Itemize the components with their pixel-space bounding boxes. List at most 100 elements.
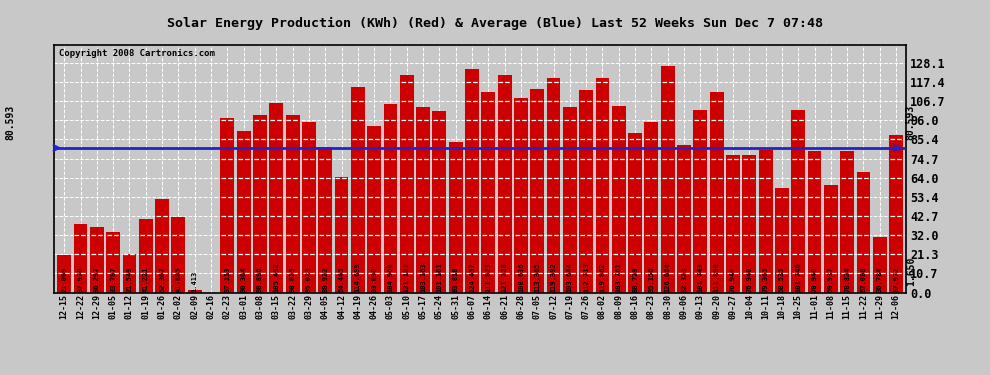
Text: 80.922: 80.922 <box>322 267 329 292</box>
Text: 67.080: 67.080 <box>860 267 866 292</box>
Bar <box>188 290 202 292</box>
Bar <box>416 108 430 292</box>
Text: 104.968: 104.968 <box>387 262 393 292</box>
Text: 113.365: 113.365 <box>535 262 541 292</box>
Text: 119.392: 119.392 <box>550 262 556 292</box>
Text: 83.818: 83.818 <box>452 267 458 292</box>
Text: 88.729: 88.729 <box>632 267 639 292</box>
Bar <box>644 122 658 292</box>
Bar <box>856 172 870 292</box>
Bar <box>579 90 593 292</box>
Text: Copyright 2008 Cartronics.com: Copyright 2008 Cartronics.com <box>58 49 215 58</box>
Text: 124.457: 124.457 <box>469 262 475 292</box>
Text: 78.940: 78.940 <box>812 267 818 292</box>
Text: 36.297: 36.297 <box>94 267 100 292</box>
Text: 112.713: 112.713 <box>583 262 589 292</box>
Text: 119.862: 119.862 <box>600 262 606 292</box>
Text: 80.593: 80.593 <box>906 105 916 141</box>
Text: 78.824: 78.824 <box>844 267 850 292</box>
Bar <box>90 227 104 292</box>
Text: 103.644: 103.644 <box>567 262 573 292</box>
Text: 101.746: 101.746 <box>795 262 801 292</box>
Text: 1.413: 1.413 <box>192 271 198 292</box>
Bar <box>465 69 479 292</box>
Bar <box>546 78 560 292</box>
Bar <box>73 224 87 292</box>
Bar <box>253 115 267 292</box>
Text: 111.890: 111.890 <box>714 262 720 292</box>
Text: 80.593: 80.593 <box>5 105 15 141</box>
Bar <box>335 177 348 292</box>
Bar <box>531 89 544 292</box>
Text: 98.825: 98.825 <box>290 267 296 292</box>
Text: 121.102: 121.102 <box>404 262 410 292</box>
Text: Solar Energy Production (KWh) (Red) & Average (Blue) Last 52 Weeks Sun Dec 7 07:: Solar Energy Production (KWh) (Red) & Av… <box>167 17 823 30</box>
Bar <box>383 104 397 292</box>
Text: 1.650: 1.650 <box>906 256 916 286</box>
Bar <box>139 219 152 292</box>
Text: 90.304: 90.304 <box>241 267 247 292</box>
Text: 98.896: 98.896 <box>257 267 263 292</box>
Text: 82.323: 82.323 <box>681 267 687 292</box>
Bar <box>629 134 643 292</box>
Text: 59.937: 59.937 <box>828 267 834 292</box>
Bar <box>742 154 756 292</box>
Bar <box>808 151 822 292</box>
Text: 33.787: 33.787 <box>110 267 116 292</box>
Bar <box>514 98 528 292</box>
Text: 114.699: 114.699 <box>354 262 360 292</box>
Bar <box>481 92 495 292</box>
Bar <box>775 188 789 292</box>
Bar <box>824 185 838 292</box>
Bar <box>726 154 740 292</box>
Bar <box>448 142 462 292</box>
Bar <box>889 135 903 292</box>
Bar <box>677 145 691 292</box>
Text: 79.365: 79.365 <box>762 267 768 292</box>
Text: 30.784: 30.784 <box>877 267 883 292</box>
Text: 64.445: 64.445 <box>339 267 345 292</box>
Text: 103.163: 103.163 <box>420 262 426 292</box>
Bar <box>221 118 235 292</box>
Bar <box>237 130 250 292</box>
Text: 21.549: 21.549 <box>127 267 133 292</box>
Bar <box>350 87 364 292</box>
Text: 87.972: 87.972 <box>893 267 899 292</box>
Text: 93.030: 93.030 <box>371 267 377 292</box>
Text: 41.221: 41.221 <box>143 267 148 292</box>
Text: 103.761: 103.761 <box>616 262 622 292</box>
Bar <box>171 217 185 292</box>
Text: 105.492: 105.492 <box>273 262 279 292</box>
Bar <box>596 78 610 292</box>
Bar <box>400 75 414 292</box>
Bar <box>758 150 772 292</box>
Text: 37.970: 37.970 <box>77 267 83 292</box>
Bar <box>563 106 577 292</box>
Text: 76.940: 76.940 <box>746 267 752 292</box>
Bar <box>367 126 381 292</box>
Bar <box>498 75 512 292</box>
Bar <box>123 254 137 292</box>
Bar <box>155 199 169 292</box>
Bar <box>286 115 300 292</box>
Text: 95.156: 95.156 <box>648 267 654 292</box>
Text: 111.823: 111.823 <box>485 262 491 292</box>
Bar <box>302 122 316 292</box>
Bar <box>660 66 674 292</box>
Bar <box>269 103 283 292</box>
Bar <box>841 151 854 292</box>
Text: 52.307: 52.307 <box>159 267 165 292</box>
Bar <box>873 237 887 292</box>
Bar <box>693 110 707 292</box>
Text: 101.101: 101.101 <box>437 262 443 292</box>
Bar <box>612 106 626 292</box>
Bar <box>710 92 724 292</box>
Text: 21.009: 21.009 <box>61 267 67 292</box>
Text: 126.064: 126.064 <box>664 262 670 292</box>
Bar <box>791 110 805 292</box>
Bar <box>57 255 71 292</box>
Bar <box>106 232 120 292</box>
Text: 58.535: 58.535 <box>779 267 785 292</box>
Text: 108.636: 108.636 <box>518 262 524 292</box>
Bar <box>433 111 446 292</box>
